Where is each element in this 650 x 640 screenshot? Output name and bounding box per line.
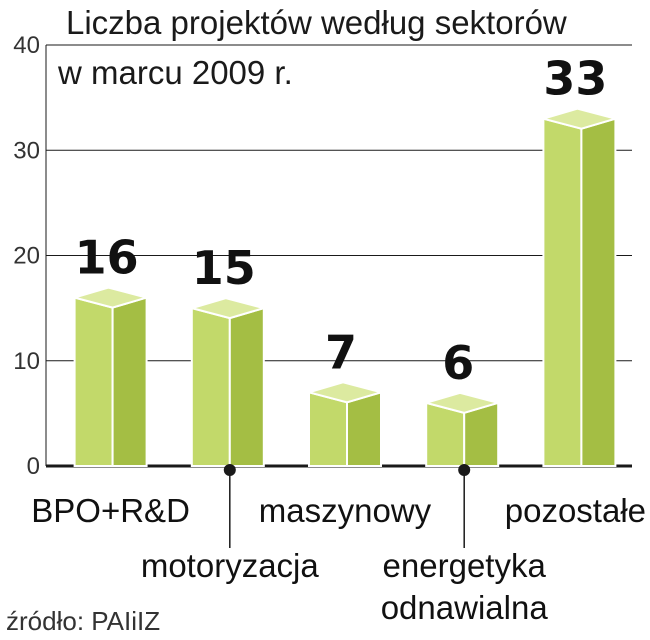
data-label: 33 bbox=[543, 52, 607, 106]
bar-side-face bbox=[580, 117, 617, 467]
y-tick-label: 10 bbox=[13, 348, 40, 375]
bar-top-face bbox=[539, 107, 620, 130]
data-label: 16 bbox=[75, 231, 139, 285]
bar bbox=[70, 286, 151, 467]
source-note: źródło: PAIiIZ bbox=[6, 606, 160, 636]
bar bbox=[188, 297, 268, 467]
bar-side-face bbox=[346, 390, 382, 467]
chart-subtitle: w marcu 2009 r. bbox=[57, 54, 293, 91]
bar-top-face bbox=[188, 297, 268, 320]
bar-front-face bbox=[190, 306, 231, 467]
y-tick-label: 20 bbox=[13, 243, 40, 270]
bar-top-face bbox=[305, 381, 385, 404]
category-label: BPO+R&D bbox=[31, 492, 190, 529]
bar-front-face bbox=[542, 117, 583, 467]
bar bbox=[305, 381, 385, 467]
bar-top-face bbox=[422, 391, 502, 414]
category-label: energetyka bbox=[383, 547, 547, 584]
bar bbox=[422, 391, 502, 467]
chart-title: Liczba projektów według sektorów bbox=[66, 4, 567, 41]
data-label: 15 bbox=[192, 241, 256, 295]
bar-front-face bbox=[308, 391, 348, 467]
category-labels: BPO+R&D motoryzacja maszynowy energetyka odn… bbox=[31, 464, 646, 626]
data-label: 7 bbox=[325, 325, 357, 379]
y-tick-label: 30 bbox=[13, 137, 40, 164]
category-label: pozostałe bbox=[505, 492, 646, 529]
bar-side-face bbox=[111, 296, 148, 467]
bar-front-face bbox=[73, 296, 114, 467]
bar bbox=[539, 107, 620, 467]
category-label: maszynowy bbox=[259, 492, 432, 529]
leader-dot bbox=[458, 464, 471, 476]
leader-dot bbox=[223, 464, 236, 476]
bar-side-face bbox=[228, 306, 265, 467]
bar-top-face bbox=[70, 286, 151, 309]
data-label: 6 bbox=[442, 336, 474, 390]
category-label: motoryzacja bbox=[141, 547, 320, 584]
data-labels: 16 15 7 6 33 bbox=[75, 52, 608, 390]
category-label: odnawialna bbox=[381, 589, 549, 626]
y-axis-ticks: 0 10 20 30 40 bbox=[13, 32, 40, 480]
bars bbox=[70, 107, 620, 467]
y-tick-label: 0 bbox=[27, 453, 40, 480]
y-tick-label: 40 bbox=[13, 32, 40, 59]
